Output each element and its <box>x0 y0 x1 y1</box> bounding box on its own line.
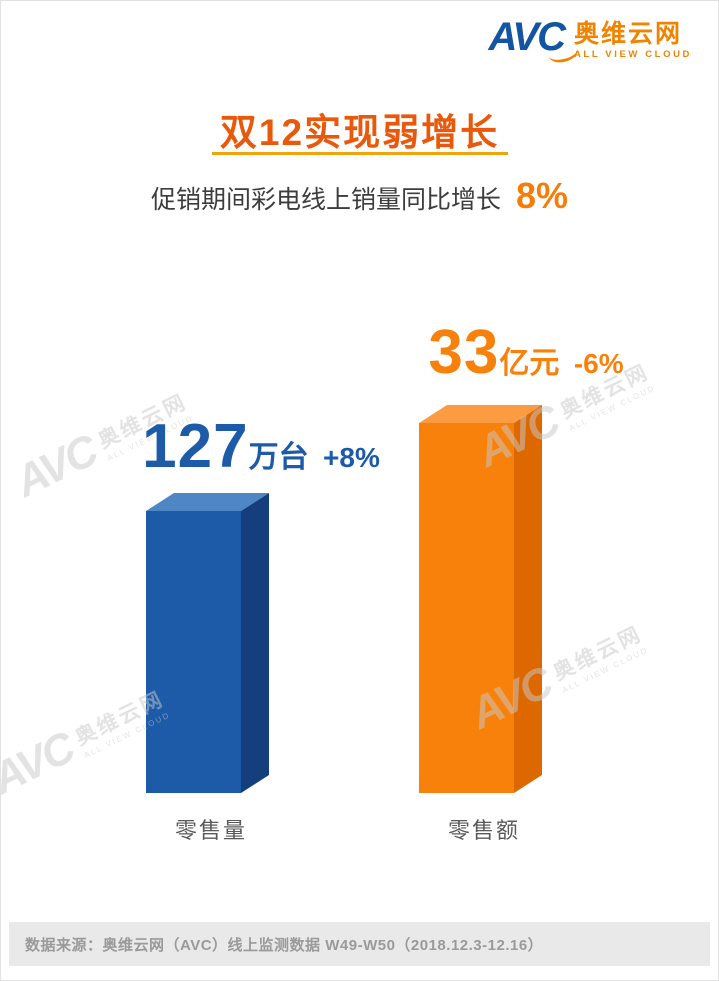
volume-category-label: 零售量 <box>174 818 247 843</box>
avc-logo-names: 奥维云网 ALL VIEW CLOUD <box>574 17 692 60</box>
volume-yoy-change: +8% <box>323 442 380 473</box>
title-underline <box>211 152 508 155</box>
avc-logo-text: AVC <box>488 15 565 59</box>
watermark-name-en: ALL VIEW CLOUD <box>567 382 657 433</box>
watermark-name-en: ALL VIEW CLOUD <box>560 644 650 695</box>
watermark-names: 奥维云网 ALL VIEW CLOUD <box>547 617 650 695</box>
volume-bar-side-face <box>241 493 269 793</box>
subtitle-growth-percent: 8% <box>515 175 568 216</box>
volume-unit: 万台 <box>248 441 309 474</box>
avc-logo: AVC 奥维云网 ALL VIEW CLOUD <box>488 15 692 66</box>
avc-logo-name-cn: 奥维云网 <box>573 20 682 48</box>
amount-value: 33 <box>428 318 500 387</box>
amount-value-label: 33亿元 -6% <box>356 317 696 388</box>
amount-bar-front-face <box>419 423 514 793</box>
watermark-name-cn: 奥维云网 <box>549 621 646 685</box>
subtitle: 促销期间彩电线上销量同比增长 8% <box>1 175 718 217</box>
amount-bar-side-face <box>514 405 542 793</box>
amount-category-label: 零售额 <box>447 818 520 843</box>
page-title: 双12实现弱增长 <box>219 112 500 153</box>
subtitle-text: 促销期间彩电线上销量同比增长 <box>151 186 502 214</box>
amount-bar-top-face <box>419 405 542 423</box>
watermark-avc-text: AVC <box>0 722 82 804</box>
volume-bar <box>146 493 269 793</box>
avc-logo-name-en: ALL VIEW CLOUD <box>573 48 692 60</box>
volume-value-label: 127万台 +8% <box>81 411 441 482</box>
footer-source-bar: 数据来源：奥维云网（AVC）线上监测数据 W49-W50（2018.12.3-1… <box>9 922 710 966</box>
amount-bar <box>419 405 542 793</box>
footer-source-text: 数据来源：奥维云网（AVC）线上监测数据 W49-W50（2018.12.3-1… <box>25 936 544 954</box>
amount-yoy-change: -6% <box>573 348 624 379</box>
amount-unit: 亿元 <box>499 347 560 380</box>
volume-value: 127 <box>142 412 249 481</box>
volume-bar-front-face <box>146 511 241 793</box>
volume-bar-top-face <box>146 493 269 511</box>
